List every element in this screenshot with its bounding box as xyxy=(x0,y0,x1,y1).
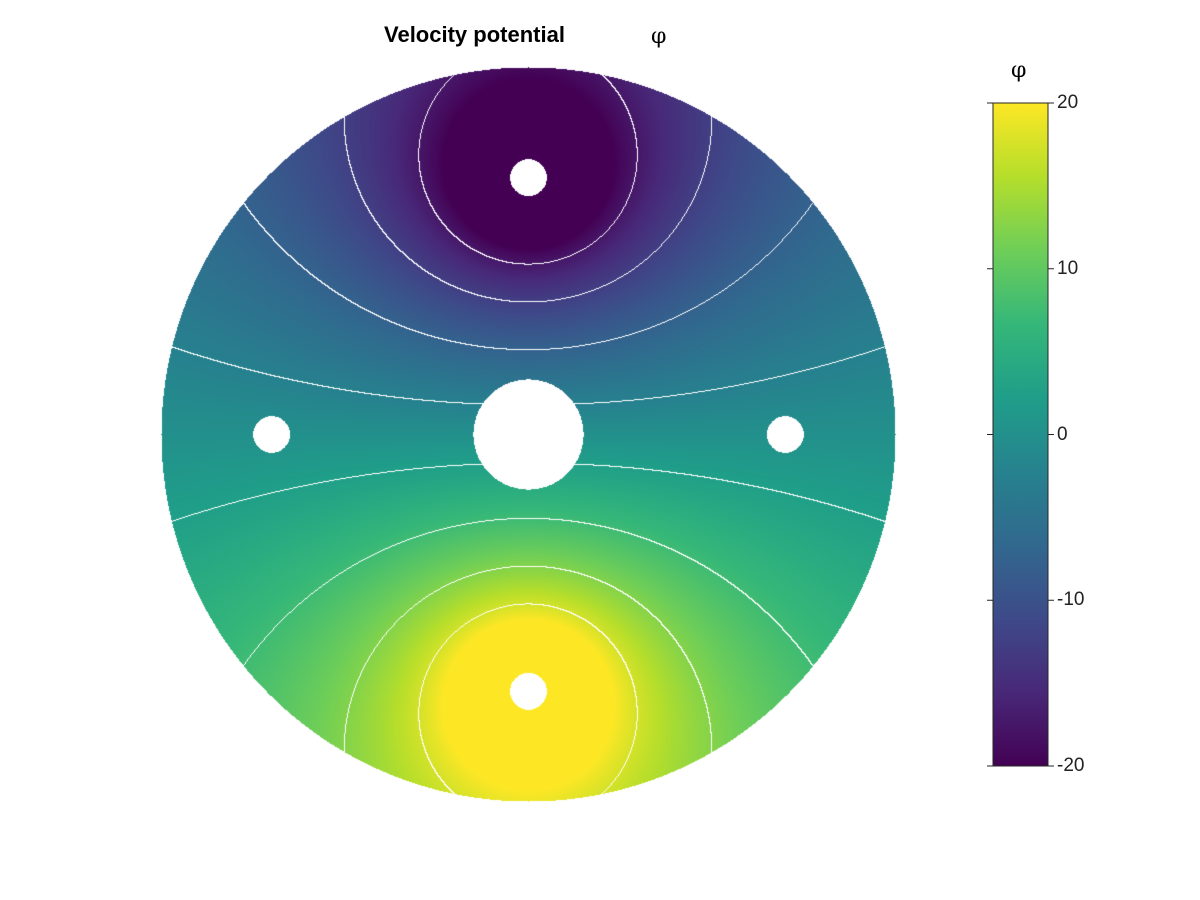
colorbar-tick-label: 20 xyxy=(1057,92,1079,113)
chart-title: Velocity potential xyxy=(384,22,565,47)
colorbar xyxy=(992,102,1049,767)
colorbar-tick-label: 10 xyxy=(1057,257,1079,279)
colorbar-label: φ xyxy=(1011,58,1027,83)
colorbar-tick-label: 0 xyxy=(1057,423,1068,445)
colorbar-tick-label: -10 xyxy=(1057,589,1085,611)
chart-title-symbol: φ xyxy=(651,24,667,49)
colorbar-tick-label: -20 xyxy=(1057,755,1085,776)
